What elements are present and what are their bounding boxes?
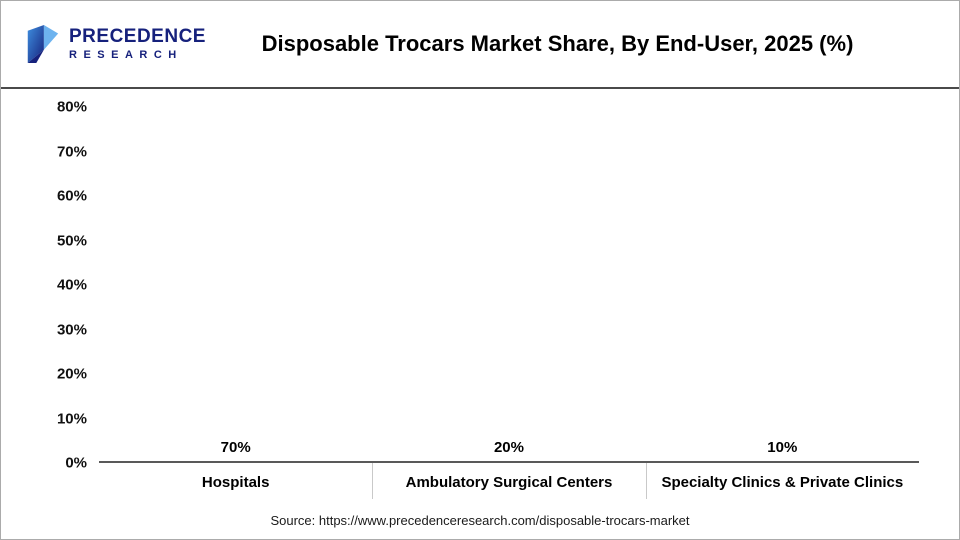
precedence-logo-icon (27, 25, 59, 63)
bar-value-label: 10% (767, 439, 798, 456)
bar-stack: 20% (475, 439, 542, 461)
x-label-ambulatory-surgical-centers: Ambulatory Surgical Centers (372, 463, 645, 499)
y-tick: 20% (56, 365, 87, 383)
bar-group-hospitals: 70% (99, 107, 372, 461)
y-tick: 10% (56, 410, 87, 427)
y-tick: 80% (56, 98, 87, 116)
bar-stack: 10% (749, 439, 816, 461)
y-tick: 70% (56, 143, 87, 160)
bar-value-label: 20% (493, 439, 524, 456)
chart-area: 80% 70% 60% 50% 40% 30% 20% 10% 0% 70% (1, 89, 959, 499)
source-text: Source: https://www.precedenceresearch.c… (270, 513, 690, 528)
plot: 70% 20% 10% (99, 107, 919, 463)
plot-wrapper: 80% 70% 60% 50% 40% 30% 20% 10% 0% 70% (41, 99, 919, 472)
y-tick: 30% (56, 321, 87, 338)
logo-line1: PRECEDENCE (69, 25, 206, 47)
logo-line2: RESEARCH (69, 49, 183, 62)
bar-stack: 70% (202, 439, 269, 461)
y-tick: 40% (56, 276, 87, 294)
x-axis-labels: Hospitals Ambulatory Surgical Centers Sp… (41, 463, 919, 499)
y-tick: 50% (56, 232, 87, 249)
logo-text: PRECEDENCE RESEARCH (69, 25, 206, 62)
y-tick: 60% (56, 187, 87, 205)
x-label-specialty-clinics: Specialty Clinics & Private Clinics (645, 463, 919, 499)
chart-title: Disposable Trocars Market Share, By End-… (261, 31, 854, 56)
y-axis: 80% 70% 60% 50% 40% 30% 20% 10% 0% (41, 99, 93, 472)
x-label-hospitals: Hospitals (201, 474, 270, 491)
precedence-logo: PRECEDENCE RESEARCH (23, 23, 208, 65)
bar-group-specialty-clinics: 10% (646, 107, 919, 461)
y-tick: 0% (65, 454, 87, 472)
bar-value-label: 70% (220, 439, 251, 456)
bar-group-ambulatory-surgical-centers: 20% (372, 107, 645, 461)
header: PRECEDENCE RESEARCH Disposable Trocars M… (1, 1, 959, 89)
